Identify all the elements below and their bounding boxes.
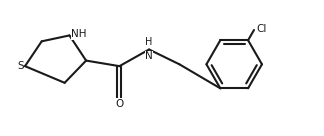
Text: S: S [17,61,24,71]
Text: NH: NH [71,29,87,39]
Text: H: H [145,37,153,47]
Text: N: N [145,51,153,61]
Text: Cl: Cl [256,24,267,34]
Text: O: O [115,99,123,109]
